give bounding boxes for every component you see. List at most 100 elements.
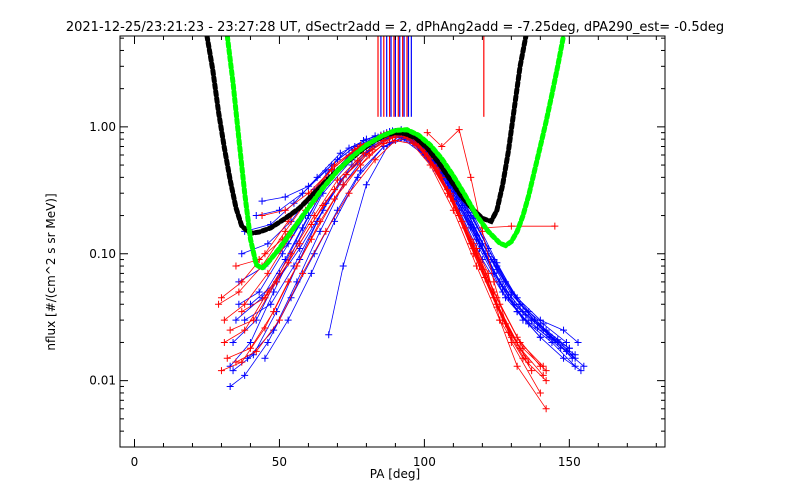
data-point	[290, 199, 298, 207]
data-point	[531, 316, 539, 324]
data-point	[229, 367, 237, 375]
data-point	[461, 204, 469, 212]
data-point	[539, 320, 547, 328]
trace-line	[244, 136, 573, 359]
trace-23	[215, 127, 544, 370]
data-point	[473, 245, 481, 253]
trace-13	[258, 129, 547, 334]
data-point	[571, 354, 579, 362]
data-point	[238, 358, 246, 366]
data-point	[246, 344, 254, 352]
trace-line	[224, 133, 527, 359]
x-tick-label: 0	[131, 455, 139, 469]
data-point	[223, 354, 231, 362]
data-point	[299, 269, 307, 277]
data-point	[281, 206, 289, 214]
data-point	[307, 269, 315, 277]
data-point	[220, 316, 228, 324]
data-point	[304, 182, 312, 190]
data-point	[536, 389, 544, 397]
data-point	[446, 193, 454, 201]
data-point	[336, 149, 344, 157]
data-point	[470, 250, 478, 258]
data-point	[241, 326, 249, 334]
data-point	[565, 344, 573, 352]
trace-27	[238, 130, 547, 379]
x-tick-label: 100	[413, 455, 436, 469]
data-point	[284, 316, 292, 324]
data-point	[261, 294, 269, 302]
trace-16	[261, 134, 544, 362]
trace-15	[235, 129, 579, 362]
data-point	[258, 197, 266, 205]
trace-line	[221, 132, 544, 367]
trace-29	[473, 245, 550, 413]
data-point	[249, 316, 257, 324]
data-point	[331, 195, 339, 203]
data-point	[322, 227, 330, 235]
data-point	[229, 338, 237, 346]
fit-curve-2	[224, 36, 566, 272]
y-tick-label: 0.10	[89, 247, 116, 261]
data-point	[238, 250, 246, 258]
data-point	[249, 351, 257, 359]
data-point	[423, 129, 431, 137]
data-point	[307, 221, 315, 229]
data-point	[357, 161, 365, 169]
x-tick-label: 150	[558, 455, 581, 469]
data-point	[580, 362, 588, 370]
data-point	[507, 222, 515, 230]
data-point	[217, 367, 225, 375]
data-point	[438, 143, 446, 151]
y-tick-label: 0.01	[89, 374, 116, 388]
data-point	[484, 269, 492, 277]
data-point	[560, 354, 568, 362]
data-point	[241, 300, 249, 308]
data-point	[467, 173, 475, 181]
trace-line	[238, 132, 576, 359]
trace-7	[244, 130, 579, 370]
data-point	[328, 166, 336, 174]
data-point	[331, 186, 339, 194]
data-point	[574, 338, 582, 346]
data-point	[522, 311, 530, 319]
data-point	[217, 294, 225, 302]
trace-28	[423, 126, 544, 397]
data-point	[261, 250, 269, 258]
data-point	[261, 324, 269, 332]
data-point	[562, 338, 570, 346]
data-point	[264, 338, 272, 346]
axes-layer: 0 50 100 150 0.01 0.10 1.00	[89, 35, 666, 469]
data-point	[241, 371, 249, 379]
data-point	[258, 212, 266, 220]
data-point	[264, 269, 272, 277]
trace-line	[427, 128, 541, 394]
trace-19	[220, 130, 530, 362]
data-point	[507, 338, 515, 346]
data-point	[261, 354, 269, 362]
data-point	[307, 235, 315, 243]
trace-line	[241, 133, 544, 376]
data-point	[539, 371, 547, 379]
data-point	[287, 294, 295, 302]
data-point	[333, 176, 341, 184]
data-point	[528, 367, 536, 375]
chart-title: 2021-12-25/23:21:23 - 23:27:28 UT, dSect…	[66, 20, 724, 35]
data-point	[241, 316, 249, 324]
data-point	[536, 333, 544, 341]
data-point	[554, 336, 562, 344]
trace-line	[218, 130, 541, 367]
data-point	[232, 262, 240, 270]
data-point	[235, 288, 243, 296]
x-tick-label: 50	[272, 455, 287, 469]
fit-curve-1	[204, 36, 529, 236]
data-point	[299, 224, 307, 232]
data-point	[536, 362, 544, 370]
data-point	[226, 382, 234, 390]
data-point	[455, 126, 463, 134]
data-point	[513, 362, 521, 370]
data-point	[371, 156, 379, 164]
data-point	[499, 283, 507, 291]
data-point	[533, 324, 541, 332]
